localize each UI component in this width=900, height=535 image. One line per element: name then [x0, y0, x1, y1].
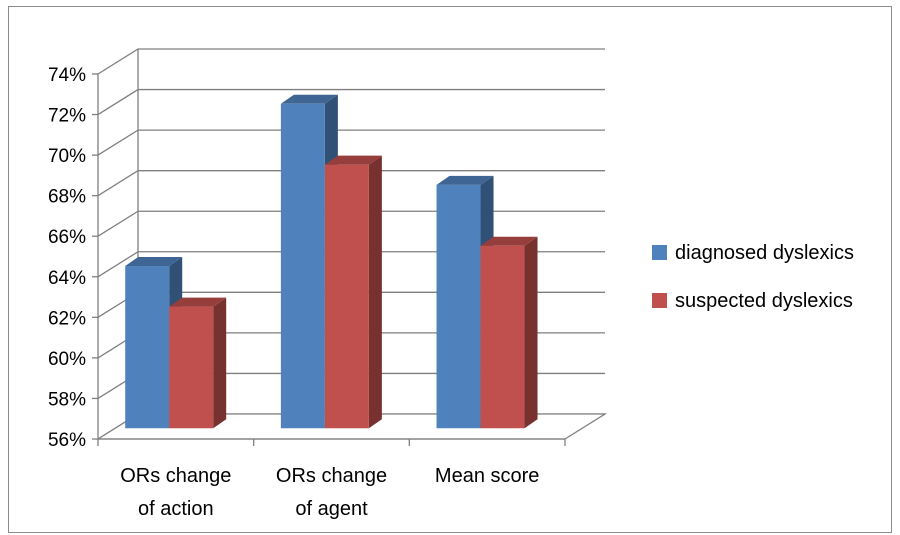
bar-side [524, 236, 538, 429]
bar-suspected [169, 297, 227, 429]
legend-label-diagnosed: diagnosed dyslexics [675, 242, 854, 264]
y-tick-label: 72% [48, 106, 86, 127]
bar-front [125, 266, 170, 429]
bar-suspected [480, 236, 538, 429]
bar-side [213, 297, 227, 429]
legend-label-suspected: suspected dyslexics [675, 290, 853, 312]
x-category-label: Mean score [435, 465, 540, 487]
y-tick-label: 62% [48, 308, 86, 329]
x-category-label: of action [138, 498, 214, 520]
bar-top [480, 236, 538, 246]
legend-swatch-suspected [652, 293, 667, 308]
legend-swatch-diagnosed [652, 245, 667, 260]
y-tick-label: 68% [48, 187, 86, 208]
bar-front [169, 306, 214, 429]
bar-top [169, 297, 227, 307]
bar-front [324, 164, 369, 429]
y-tick-label: 64% [48, 268, 86, 289]
bar-top [436, 175, 494, 185]
y-tick-label: 66% [48, 227, 86, 248]
y-tick-label: 58% [48, 389, 86, 410]
y-tick-label: 74% [48, 65, 86, 86]
bar-front [480, 245, 525, 429]
bar-top [324, 155, 382, 165]
bar-top [280, 94, 338, 104]
y-tick-label: 60% [48, 349, 86, 370]
y-tick-label: 56% [48, 430, 86, 451]
bar-suspected [324, 155, 382, 429]
bar-front [436, 184, 481, 429]
x-category-label: ORs change [120, 465, 231, 487]
x-category-label: of agent [295, 498, 368, 520]
bar-top [125, 257, 183, 267]
x-category-label: ORs change [276, 465, 387, 487]
bar-side [368, 155, 382, 429]
bar-front [280, 103, 325, 429]
y-tick-label: 70% [48, 146, 86, 167]
